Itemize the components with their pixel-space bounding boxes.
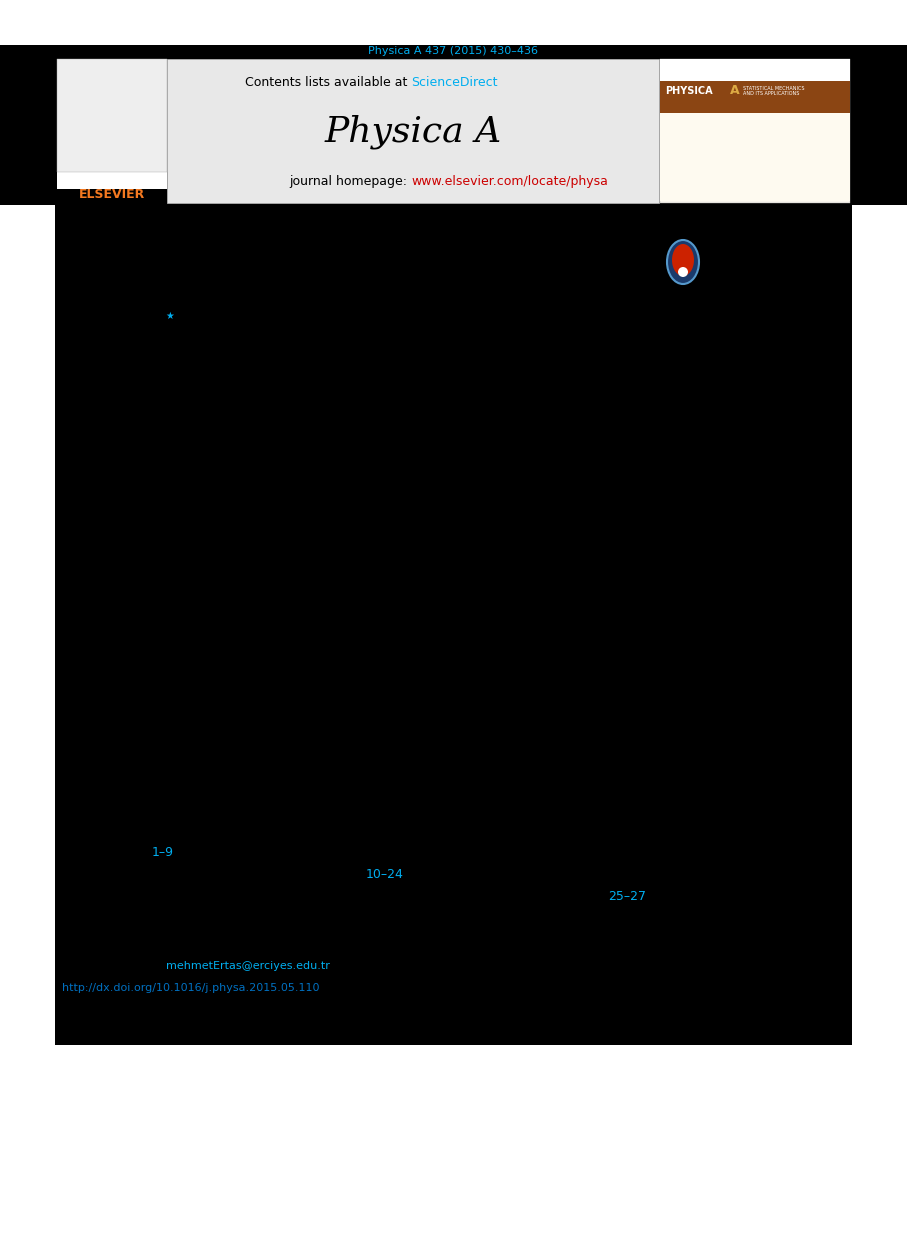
Bar bbox=[0, 57, 907, 206]
Text: STATISTICAL MECHANICS
  AND ITS APPLICATIONS: STATISTICAL MECHANICS AND ITS APPLICATIO… bbox=[740, 85, 805, 97]
Text: Physica A: Physica A bbox=[325, 115, 502, 150]
Bar bbox=[57, 59, 167, 189]
Bar bbox=[660, 59, 850, 80]
Text: 10–24: 10–24 bbox=[366, 869, 404, 881]
Bar bbox=[660, 113, 850, 201]
Text: A: A bbox=[730, 84, 739, 98]
Text: Physica A 437 (2015) 430–436: Physica A 437 (2015) 430–436 bbox=[368, 46, 538, 56]
Text: ★: ★ bbox=[166, 311, 174, 321]
Bar bbox=[55, 206, 852, 1045]
Bar bbox=[660, 80, 850, 113]
Text: PHYSICA: PHYSICA bbox=[665, 85, 713, 97]
Bar bbox=[167, 59, 659, 203]
Bar bbox=[57, 59, 167, 172]
Bar bbox=[0, 45, 907, 57]
Text: 25–27: 25–27 bbox=[608, 890, 646, 904]
Text: www.elsevier.com/locate/physa: www.elsevier.com/locate/physa bbox=[411, 176, 608, 188]
Ellipse shape bbox=[672, 244, 694, 276]
Text: ELSEVIER: ELSEVIER bbox=[79, 188, 145, 202]
Text: ScienceDirect: ScienceDirect bbox=[411, 76, 498, 88]
Text: http://dx.doi.org/10.1016/j.physa.2015.05.110: http://dx.doi.org/10.1016/j.physa.2015.0… bbox=[62, 983, 319, 993]
Ellipse shape bbox=[667, 240, 699, 284]
Bar bbox=[660, 59, 850, 203]
Text: journal homepage:: journal homepage: bbox=[289, 176, 411, 188]
Text: mehmetErtas@erciyes.edu.tr: mehmetErtas@erciyes.edu.tr bbox=[166, 961, 330, 971]
Text: Contents lists available at: Contents lists available at bbox=[245, 76, 411, 88]
Ellipse shape bbox=[678, 267, 688, 277]
Text: 1–9: 1–9 bbox=[152, 847, 174, 859]
